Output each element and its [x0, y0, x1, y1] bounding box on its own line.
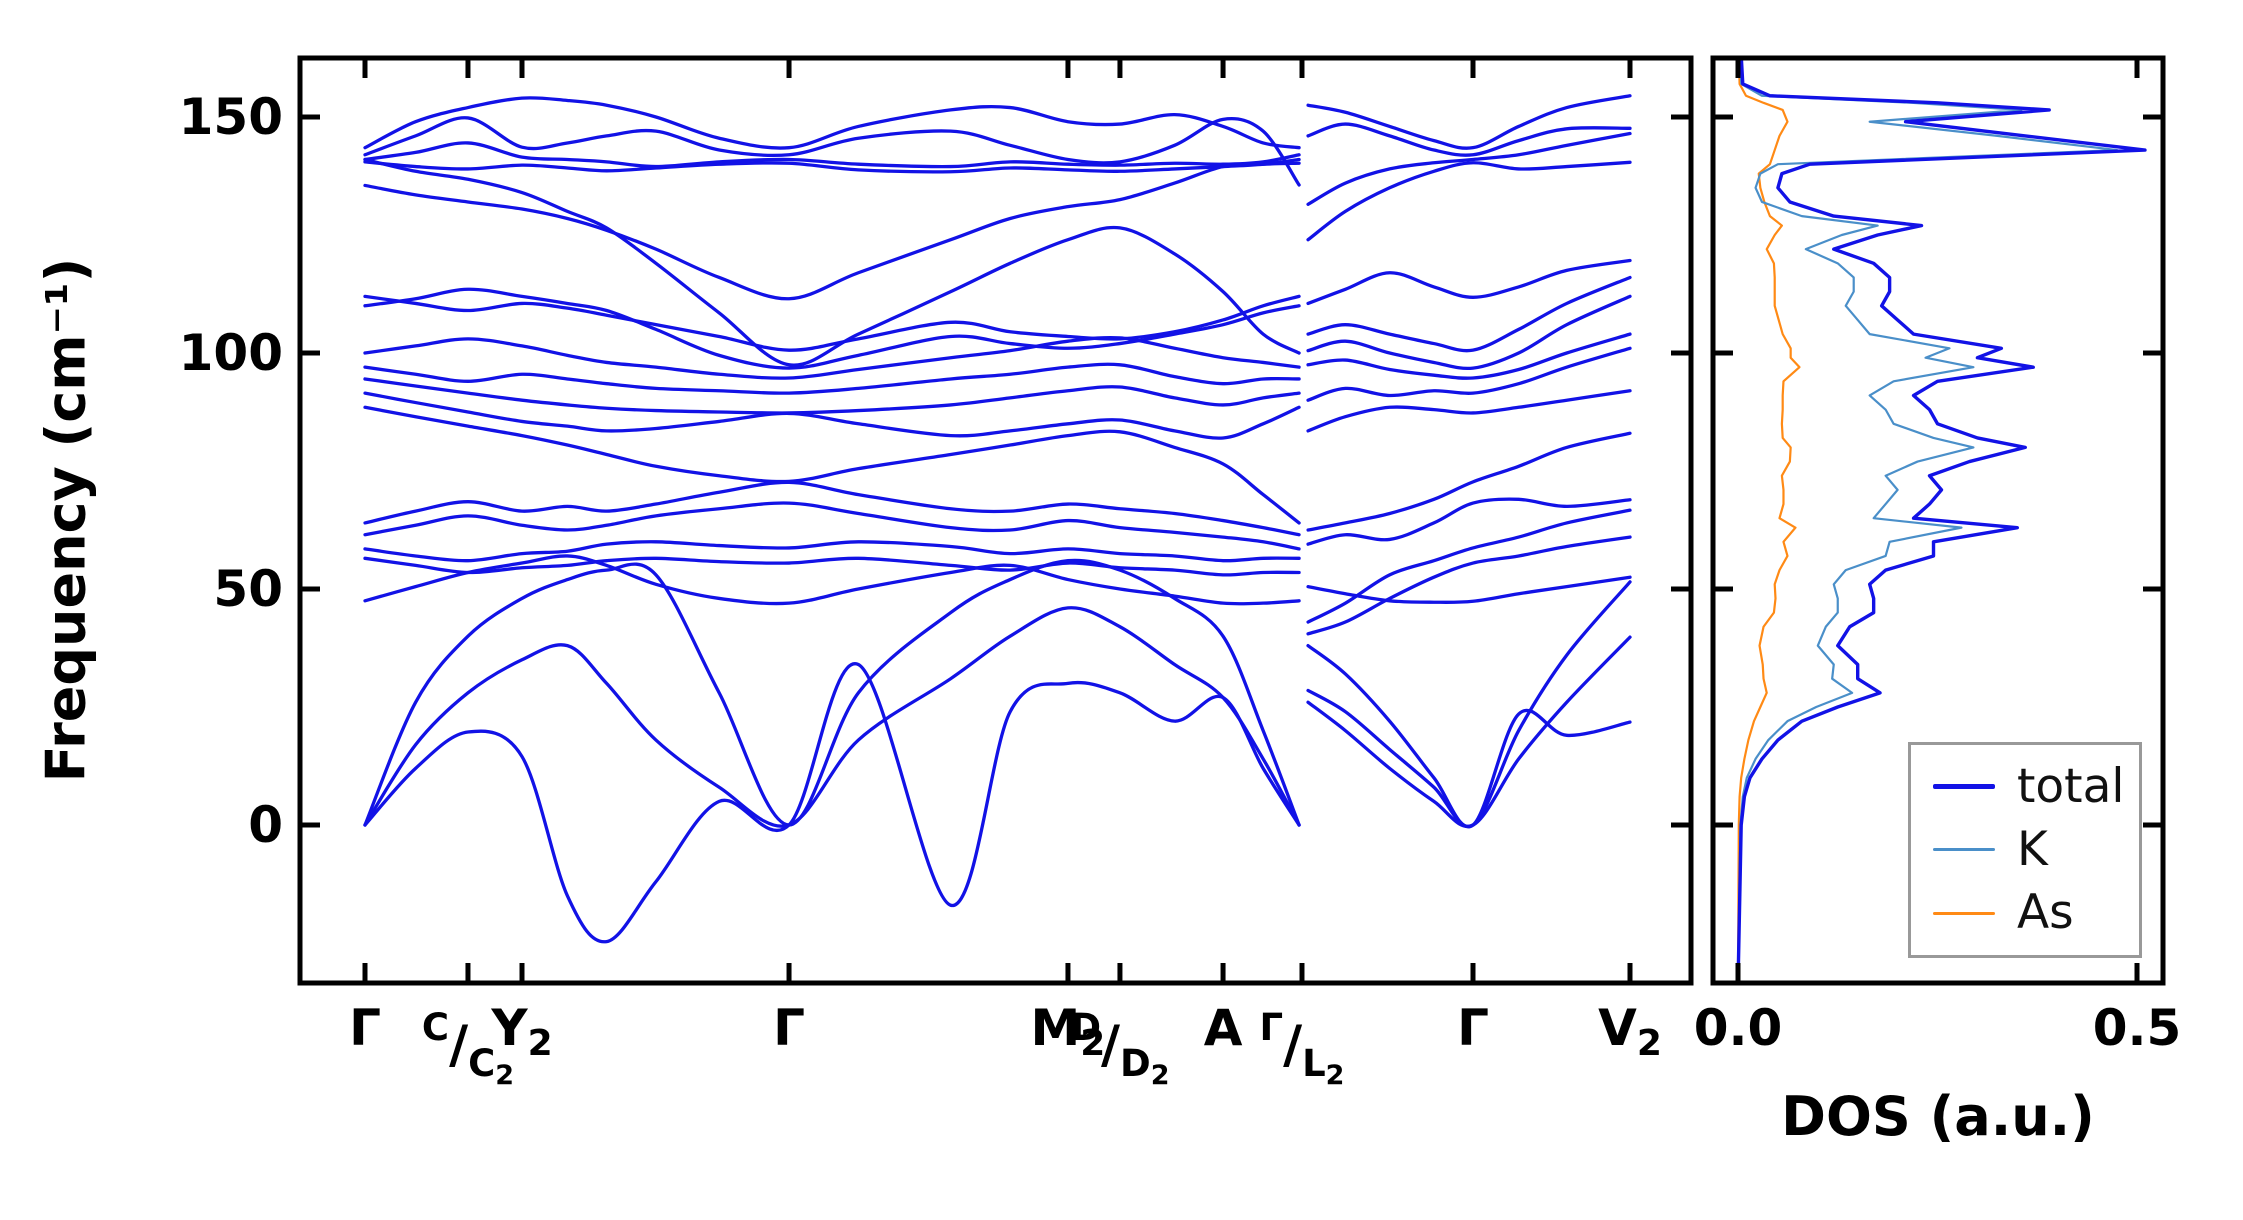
band-line — [363, 556, 1301, 577]
band-line — [1306, 535, 1632, 636]
legend-line-swatch — [1933, 911, 1995, 915]
legend-item-As: As — [1911, 888, 2139, 938]
band-line — [1306, 575, 1632, 604]
dos-axis-label: DOS (a.u.) — [1781, 1085, 2095, 1148]
kpoint-label: A — [1203, 999, 1243, 1057]
band-line — [363, 606, 1301, 828]
band-line — [1306, 580, 1632, 829]
dos-curve-K — [1736, 58, 2119, 983]
band-line — [363, 141, 1301, 169]
kpoint-label: C/C2 — [421, 1006, 515, 1091]
band-line — [1306, 94, 1632, 150]
legend-label: K — [2017, 821, 2048, 877]
band-line — [1306, 346, 1632, 402]
y-tick-label: 150 — [178, 88, 283, 146]
band-line — [363, 161, 1301, 301]
band-line — [1306, 431, 1632, 532]
band-line — [363, 335, 1301, 380]
band-line — [1306, 258, 1632, 306]
band-line — [1306, 131, 1632, 206]
legend-box: total K As — [1908, 742, 2142, 958]
kpoint-label: M2 — [1030, 999, 1106, 1064]
legend-item-total: total — [1911, 758, 2139, 814]
band-line — [1306, 497, 1632, 546]
band-line — [363, 157, 1301, 367]
band-line — [363, 294, 1301, 352]
band-line — [363, 501, 1301, 551]
band-line — [363, 157, 1301, 174]
band-line — [1306, 294, 1632, 371]
axis-ticks — [300, 58, 2163, 983]
band-line — [363, 662, 1301, 944]
kpoint-label: Y2 — [491, 999, 553, 1064]
legend-item-K: K — [1911, 821, 2139, 877]
dos-panel-frame — [1710, 55, 2166, 986]
kpoint-label: Γ — [349, 999, 381, 1057]
band-panel-frame — [297, 55, 1694, 986]
band-line — [1306, 122, 1632, 157]
band-line — [363, 558, 1301, 827]
kpoint-label: Γ/L2 — [1259, 1006, 1345, 1091]
band-line — [1306, 508, 1632, 624]
legend-line-swatch — [1933, 848, 1995, 852]
band-line — [363, 287, 1301, 370]
kpoint-label: Γ — [1457, 999, 1489, 1057]
dos-curve-total — [1736, 58, 2147, 983]
band-line — [363, 96, 1301, 150]
band-line — [363, 377, 1301, 415]
legend-label: As — [2017, 885, 2074, 941]
band-line — [1306, 332, 1632, 380]
y-axis-label: Frequency (cm⁻¹) — [34, 257, 98, 783]
dos-curve-As — [1736, 58, 1801, 983]
band-line — [363, 540, 1301, 563]
band-line — [363, 116, 1301, 187]
band-line — [363, 554, 1301, 606]
band-line — [1306, 275, 1632, 353]
band-line — [363, 362, 1301, 395]
band-line — [363, 405, 1301, 525]
kpoint-label: D/D2 — [1070, 1006, 1170, 1091]
band-line — [363, 391, 1301, 440]
legend-line-swatch — [1933, 784, 1995, 790]
phonon-bands — [363, 94, 1632, 944]
y-tick-label: 50 — [213, 560, 283, 618]
band-line — [1306, 160, 1632, 242]
kpoint-label: V2 — [1598, 999, 1662, 1064]
dos-tick-label: 0.5 — [2092, 999, 2182, 1057]
band-line — [1306, 635, 1632, 829]
y-tick-label: 0 — [248, 796, 283, 854]
kpoint-label: Γ — [773, 999, 805, 1057]
dos-tick-label: 0.0 — [1693, 999, 1783, 1057]
legend-label: total — [2017, 758, 2125, 814]
band-line — [1306, 389, 1632, 433]
band-line — [363, 480, 1301, 537]
dos-curves — [1736, 58, 2147, 983]
band-line — [1306, 643, 1632, 829]
y-tick-label: 100 — [178, 324, 283, 382]
